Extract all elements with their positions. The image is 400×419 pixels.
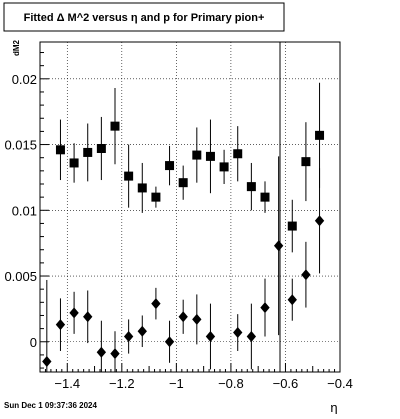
y-tick-label: 0.015 (4, 138, 37, 153)
diamond-point (233, 327, 243, 339)
diamond-point (96, 346, 107, 358)
square-point (315, 130, 325, 140)
square-point (246, 182, 256, 192)
x-tick-label: −0.8 (218, 376, 244, 391)
diamond-point (246, 331, 257, 343)
diamond-point (151, 298, 161, 310)
diamond-point (123, 331, 134, 343)
x-tick-label: −0.6 (273, 376, 299, 391)
diamond-point (110, 348, 120, 360)
diamond-point (314, 215, 325, 227)
square-point (137, 183, 147, 193)
timestamp: Sun Dec 1 09:37:36 2024 (4, 401, 97, 410)
diamond-point (83, 311, 93, 323)
diamond-point (301, 269, 311, 281)
diamond-point (260, 302, 270, 314)
y-tick-label: 0.01 (12, 203, 37, 218)
y-axis-label: dM2 (12, 39, 21, 56)
x-tick-label: −1.2 (109, 376, 135, 391)
square-point (110, 121, 120, 131)
square-point (260, 192, 270, 202)
square-point (151, 192, 161, 202)
x-tick-label: −1 (169, 376, 184, 391)
diamond-point (164, 336, 175, 348)
y-tick-label: 0.005 (4, 269, 37, 284)
square-point (192, 150, 202, 160)
y-tick-label: 0 (30, 335, 37, 350)
x-tick-label: −0.4 (327, 376, 353, 391)
plot-frame (39, 41, 341, 373)
chart-title: Fitted Δ M^2 versus η and p for Primary … (24, 12, 265, 24)
x-tick-label: −1.4 (54, 376, 80, 391)
y-tick-label: 0.02 (12, 72, 37, 87)
diamond-point (273, 240, 284, 252)
diamond-point (205, 331, 216, 343)
square-point (178, 178, 188, 188)
diamond-point (55, 319, 66, 331)
diamond-point (69, 307, 79, 319)
grid (40, 42, 340, 372)
square-point (96, 143, 106, 153)
diamond-point (192, 313, 202, 325)
square-point (301, 157, 311, 167)
square-point (69, 158, 79, 168)
square-point (55, 145, 65, 155)
title-box (3, 2, 285, 32)
square-point (165, 161, 175, 171)
square-point (83, 147, 93, 157)
diamond-point (287, 294, 297, 306)
square-point (233, 149, 243, 159)
square-point (287, 221, 297, 231)
square-point (219, 162, 229, 172)
data-points (42, 82, 325, 372)
diamond-point (42, 355, 52, 367)
diamond-point (137, 325, 147, 337)
x-axis-label: η (330, 400, 337, 414)
diamond-point (178, 311, 188, 323)
axes: −1.4 −1.2 −1 −0.8 −0.6 −0.4 0 0.005 0.01 0.015 0.0… (4, 42, 353, 391)
square-point (124, 171, 134, 181)
square-point (205, 151, 215, 161)
